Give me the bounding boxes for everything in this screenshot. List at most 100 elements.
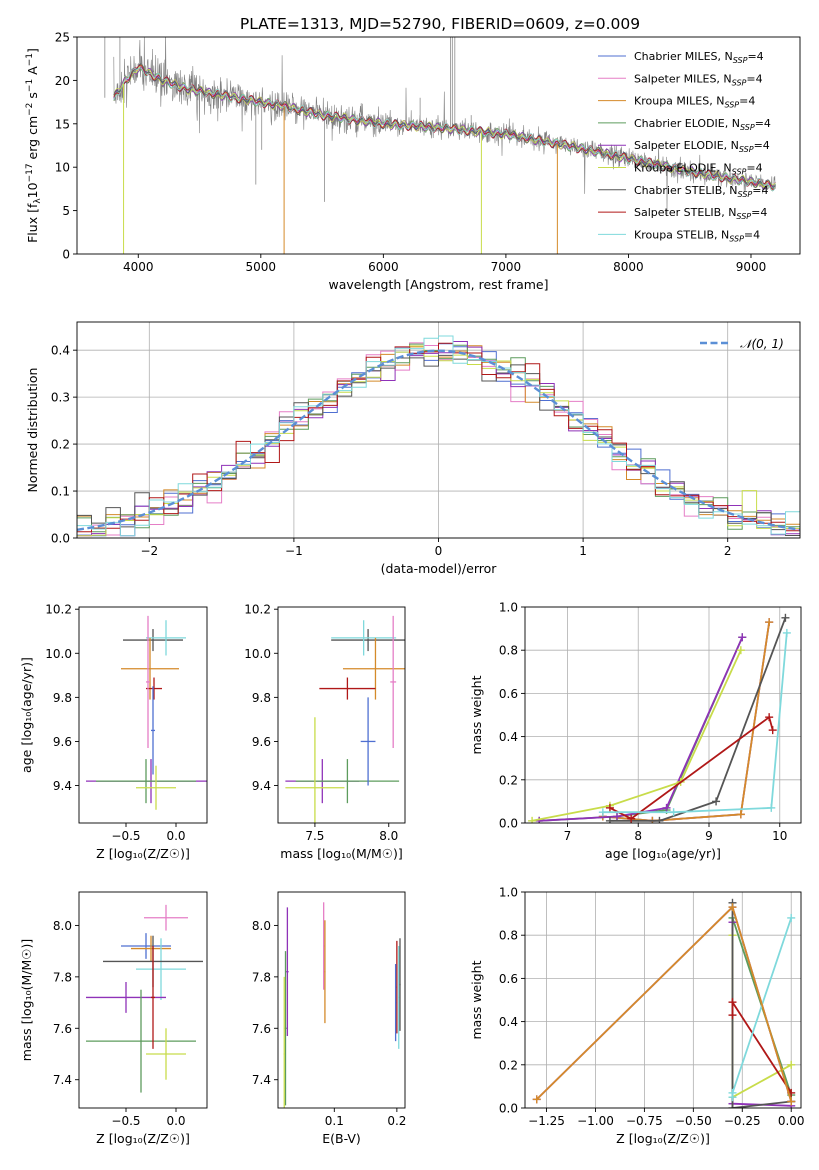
y-tick-label: 0.2 [499, 773, 518, 787]
weight-line-2 [602, 621, 771, 822]
legend-normal: 𝒩(0, 1) [700, 337, 784, 351]
weight-marker [728, 1088, 737, 1097]
y-tick-label: 0.4 [51, 344, 70, 358]
data-point-0 [123, 629, 183, 652]
y-tick-label: 1.0 [499, 601, 518, 615]
y-tick-label: 8.0 [252, 919, 271, 933]
x-tick-label: 0.0 [166, 829, 185, 843]
legend-entry-5: Kroupa ELODIE, NSSP=4 [598, 162, 763, 177]
legend-entry-7: Salpeter STELIB, NSSP=4 [598, 206, 767, 221]
plot-area [86, 904, 203, 1093]
weight-line-5 [531, 649, 742, 822]
x-tick-label: 0.0 [166, 1114, 185, 1128]
legend-entry-1: Salpeter MILES, NSSP=4 [598, 72, 763, 87]
legend-entry-0: Chabrier MILES, NSSP=4 [598, 50, 764, 65]
weight-marker [662, 803, 671, 812]
x-tick-label: 0 [435, 544, 443, 558]
x-axis-label: Z [log₁₀(Z/Z☉)] [96, 1131, 190, 1146]
x-axis-label: wavelength [Angstrom, rest frame] [328, 277, 548, 292]
weight-marker [738, 633, 747, 642]
axes-frame [78, 606, 208, 824]
plot-area [283, 902, 401, 1108]
legend-label: Salpeter STELIB, NSSP=4 [634, 206, 767, 221]
weight-marker [528, 816, 537, 823]
x-tick-label: 8.0 [379, 829, 398, 843]
y-tick-label: 0.4 [499, 1015, 518, 1029]
weight-marker [728, 1104, 737, 1108]
panel-weight_vs_Z: −1.25 −1.00 −0.75 −0.50 −0.25 0.00 0.0 0.2 0.4 0.… [469, 886, 805, 1147]
legend-label: Kroupa STELIB, NSSP=4 [634, 228, 760, 243]
data-point-2 [283, 976, 285, 1108]
weight-line-7 [609, 715, 774, 820]
y-tick-label: 0.1 [51, 485, 70, 499]
weight-marker [655, 816, 664, 823]
y-tick-label: 5 [62, 204, 70, 218]
weight-line-0 [536, 905, 793, 1102]
x-tick-label: −1.00 [577, 1114, 614, 1128]
figure-title: PLATE=1313, MJD=52790, FIBERID=0609, z=0… [240, 15, 640, 33]
data-point-1 [331, 620, 397, 656]
x-tick-label: 6000 [368, 260, 399, 274]
x-axis-label: age [log₁₀(age/yr)] [605, 846, 721, 861]
x-tick-label: 0.1 [325, 1114, 344, 1128]
weight-line-4 [539, 636, 744, 822]
legend-label: 𝒩(0, 1) [740, 337, 784, 351]
data-point-8 [360, 697, 376, 786]
y-tick-label: 0.6 [499, 687, 518, 701]
data-point-7 [146, 1028, 186, 1080]
x-tick-label: −0.5 [111, 829, 140, 843]
y-tick-label: 9.8 [53, 691, 72, 705]
weight-marker [781, 613, 790, 622]
legend-entry-8: Kroupa STELIB, NSSP=4 [598, 228, 760, 243]
y-tick-label: 20 [55, 74, 70, 88]
panel-mass_vs_Z: −0.5 0.0 7.4 7.6 7.8 8.0 Z [log₁₀(Z/Z☉)] mass [… [19, 891, 208, 1146]
weight-marker [728, 998, 737, 1007]
x-tick-label: 10 [772, 829, 787, 843]
axes-frame [78, 891, 208, 1109]
weight-line-3 [539, 636, 744, 822]
y-tick-label: 10 [55, 161, 70, 175]
x-tick-label: −1.25 [528, 1114, 565, 1128]
model-spectrum-8 [113, 67, 776, 192]
y-tick-label: 9.8 [252, 691, 271, 705]
axes-frame [277, 606, 406, 824]
y-tick-label: 10.0 [45, 647, 72, 661]
x-tick-label: 5000 [246, 260, 277, 274]
x-tick-label: −2 [140, 544, 158, 558]
y-tick-label: 9.4 [53, 779, 72, 793]
data-point-2 [131, 935, 171, 962]
data-point-2 [342, 637, 405, 700]
y-tick-label: 0.2 [51, 438, 70, 452]
y-tick-label: 9.6 [53, 735, 72, 749]
y-tick-label: 0.3 [51, 391, 70, 405]
data-point-4 [324, 920, 326, 1024]
x-tick-label: −0.5 [111, 1114, 140, 1128]
weight-marker [627, 814, 636, 823]
data-point-6 [398, 946, 400, 1049]
axes-frame [76, 36, 801, 255]
data-point-1 [146, 620, 186, 656]
y-tick-label: 7.6 [53, 1022, 72, 1036]
data-point-3 [323, 902, 325, 990]
y-tick-label: 7.6 [252, 1022, 271, 1036]
y-tick-label: 1.0 [499, 886, 518, 900]
data-point-0 [144, 904, 188, 931]
weight-marker [605, 816, 614, 823]
plot-area [77, 335, 800, 538]
x-tick-label: 7000 [491, 260, 522, 274]
x-tick-label: −0.75 [626, 1114, 663, 1128]
panel-age_vs_mass: 7.5 8.0 9.4 9.6 9.8 10.0 10.2 mass [log₁₀(M/M☉)… [244, 603, 406, 861]
weight-marker [669, 808, 678, 817]
data-point-5 [396, 940, 398, 1034]
x-tick-label: 7.5 [305, 829, 324, 843]
data-point-6 [96, 759, 196, 804]
y-tick-label: 10.2 [244, 603, 271, 617]
x-tick-label: −1 [285, 544, 303, 558]
y-tick-label: 0.0 [51, 532, 70, 546]
y-tick-label: 0 [62, 248, 70, 262]
plot-area [285, 615, 405, 823]
y-axis-label: mass weight [469, 675, 484, 754]
legend-entry-2: Kroupa MILES, NSSP=4 [598, 95, 755, 110]
weight-marker [613, 812, 621, 821]
